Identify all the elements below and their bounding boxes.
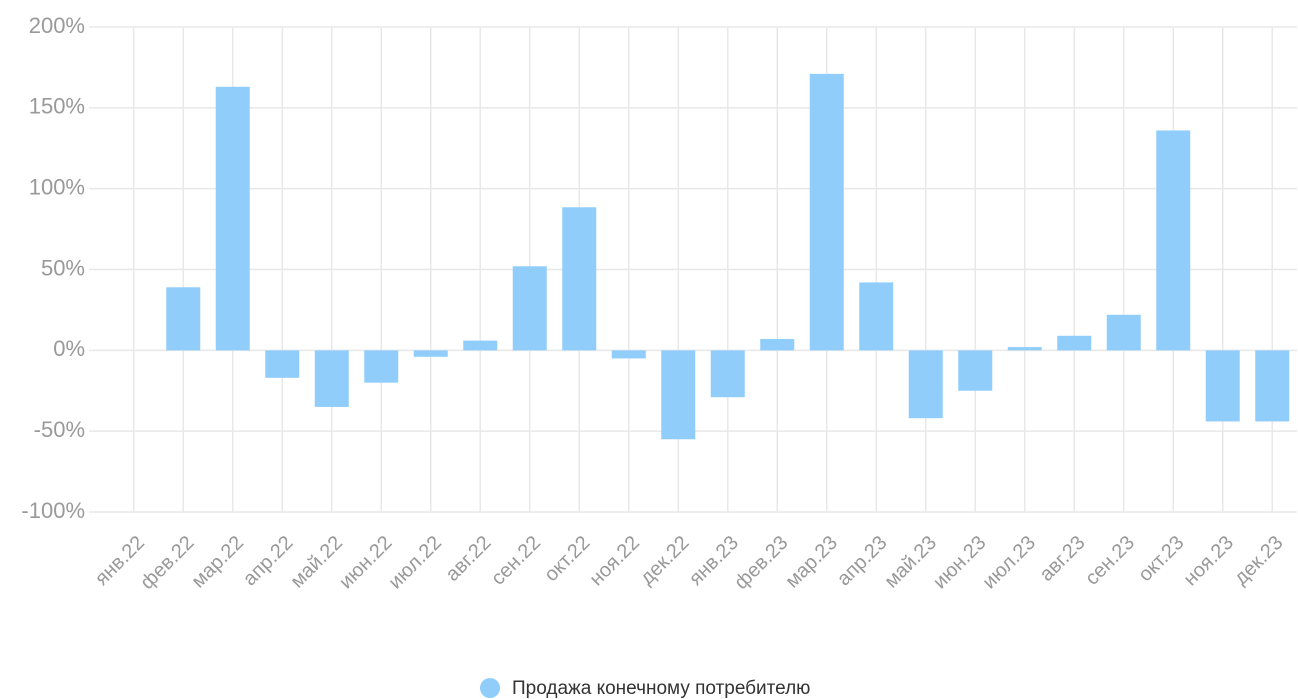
bar (215, 86, 250, 351)
y-tick-label: -50% (34, 417, 85, 442)
bar (413, 350, 448, 357)
bar (809, 73, 844, 351)
y-tick-label: 100% (29, 174, 85, 199)
bar (661, 350, 696, 440)
bar (859, 282, 894, 351)
x-tick-label: ноя.23 (1179, 532, 1238, 591)
bar (364, 350, 399, 383)
x-tick-label: ноя.22 (585, 532, 644, 591)
bar (710, 350, 745, 398)
bar (1156, 130, 1191, 351)
x-tick-label: фев.22 (136, 532, 198, 594)
x-tick-label: авг.23 (1035, 532, 1089, 586)
legend-label: Продажа конечному потребителю (512, 678, 810, 699)
bar (1007, 347, 1042, 351)
bar (463, 340, 498, 351)
bar (1205, 350, 1240, 422)
bar (958, 350, 993, 391)
x-tick-label: май.22 (286, 532, 347, 593)
y-tick-label: 150% (29, 94, 85, 119)
x-tick-label: июн.22 (335, 532, 397, 594)
bar (1255, 350, 1290, 422)
y-tick-label: 0% (53, 336, 85, 361)
y-tick-label: 200% (29, 13, 85, 38)
y-tick-label: -100% (21, 498, 85, 523)
x-tick-label: окт.23 (1134, 532, 1188, 586)
x-tick-label: авг.22 (441, 532, 495, 586)
x-tick-label: дек.23 (1230, 532, 1288, 590)
bar (512, 266, 547, 351)
x-tick-label: июл.22 (384, 532, 446, 594)
bar (1057, 335, 1092, 351)
x-tick-label: июн.23 (929, 532, 991, 594)
bar (265, 350, 300, 378)
x-tick-label: мар.23 (781, 532, 842, 593)
x-tick-label: мар.22 (187, 532, 248, 593)
bar (908, 350, 943, 419)
y-tick-label: 50% (41, 255, 85, 280)
bar (1106, 314, 1141, 351)
x-tick-label: апр.23 (833, 532, 892, 591)
bar (562, 207, 597, 351)
x-tick-label: окт.22 (540, 532, 594, 586)
bar (314, 350, 349, 407)
x-tick-label: май.23 (880, 532, 941, 593)
x-tick-label: апр.22 (239, 532, 298, 591)
x-tick-label: июл.23 (978, 532, 1040, 594)
x-tick-label: сен.23 (1081, 532, 1139, 590)
bar (611, 350, 646, 359)
bar (760, 339, 795, 351)
x-tick-label: фев.23 (730, 532, 792, 594)
x-tick-label: сен.22 (487, 532, 545, 590)
x-tick-label: дек.22 (636, 532, 694, 590)
bar (166, 287, 201, 351)
legend-marker (480, 678, 500, 698)
